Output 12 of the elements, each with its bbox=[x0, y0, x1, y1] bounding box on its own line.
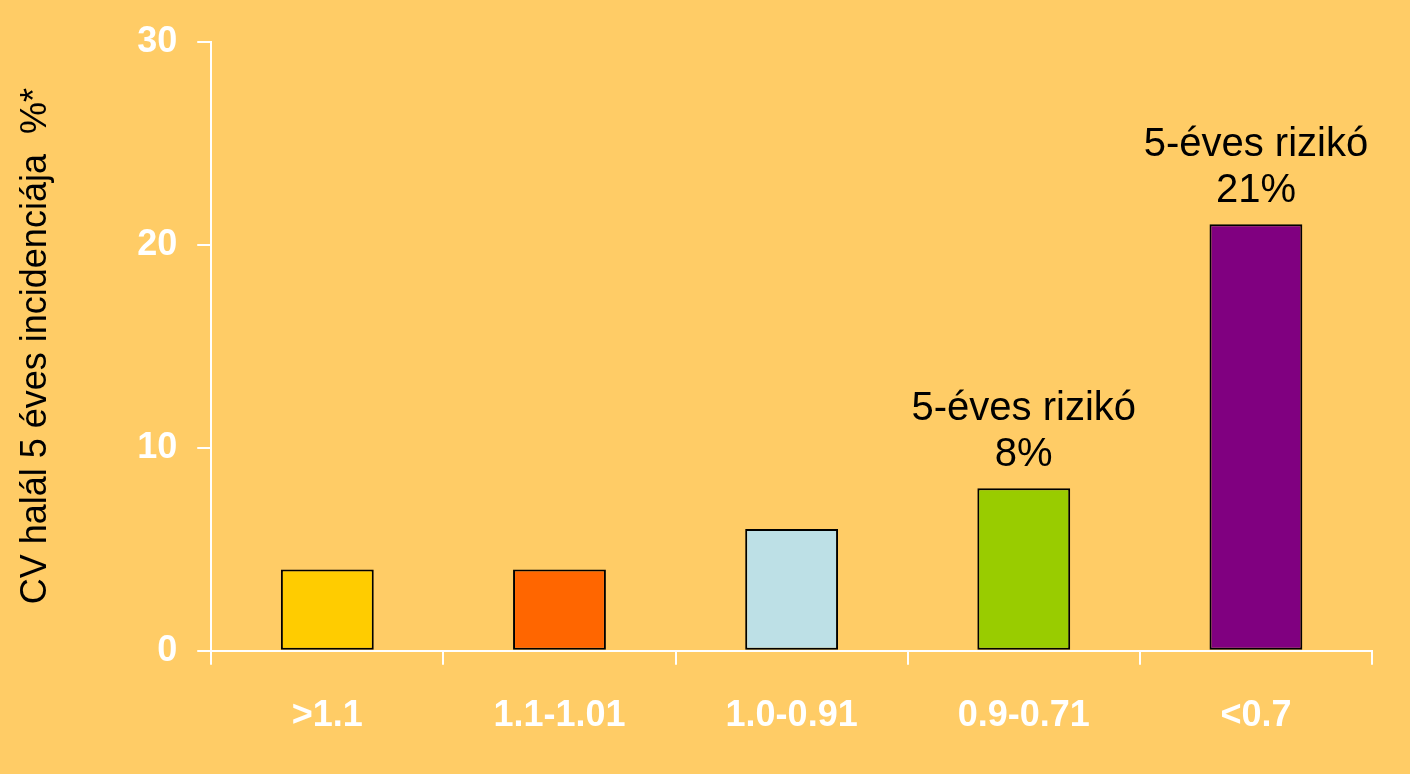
y-tick-label: 30 bbox=[137, 18, 178, 60]
x-tick-label: 1.1-1.01 bbox=[493, 693, 626, 735]
x-tick-label: <0.7 bbox=[1220, 693, 1292, 735]
y-tick-label: 20 bbox=[137, 221, 178, 263]
y-axis-title: CV halál 5 éves incidenciája %* bbox=[12, 88, 54, 605]
annotation: 5-éves rizikó 8% bbox=[911, 384, 1137, 475]
x-tick-label: 1.0-0.91 bbox=[725, 693, 858, 735]
x-tick-label: 0.9-0.71 bbox=[957, 693, 1090, 735]
annotation: 5-éves rizikó 21% bbox=[1143, 120, 1369, 211]
y-tick-label: 10 bbox=[137, 424, 178, 466]
x-tick-label: >1.1 bbox=[291, 693, 363, 735]
y-tick-label: 0 bbox=[157, 627, 178, 669]
